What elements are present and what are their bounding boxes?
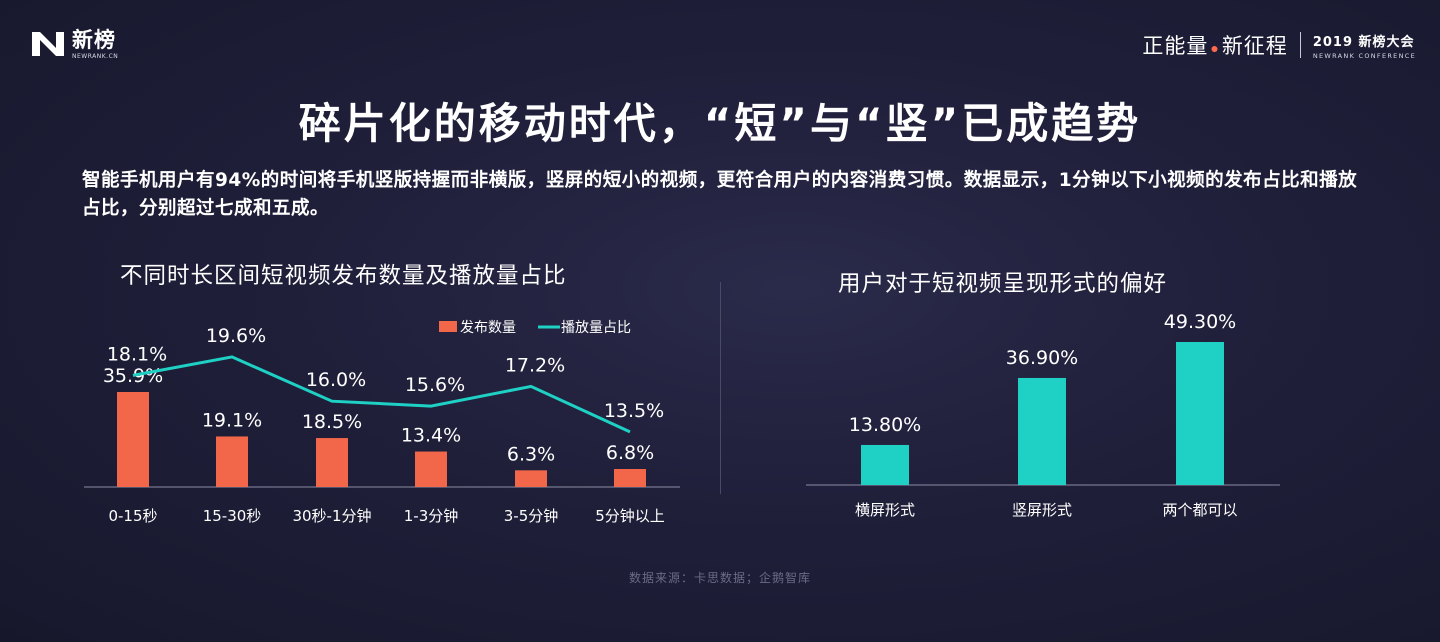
event-slogan: 正能量 ●新征程 xyxy=(1142,30,1287,60)
bar-3 xyxy=(316,438,348,487)
pref-bar-3 xyxy=(1176,342,1224,485)
bar-4 xyxy=(415,451,447,487)
chart2-svg: 13.80% 横屏形式 36.90% 竖屏形式 49.30% 两个都可以 xyxy=(806,311,1280,519)
pref-bar-label-3: 49.30% xyxy=(1164,311,1236,333)
pref-bar-1 xyxy=(861,444,909,485)
bar-label-3: 18.5% xyxy=(302,411,362,433)
bar-label-6: 6.8% xyxy=(606,442,654,464)
x-tick-4: 1-3分钟 xyxy=(404,507,459,525)
data-source: 数据来源：卡思数据；企鹅智库 xyxy=(628,571,811,585)
line-label-1: 18.1% xyxy=(107,343,167,365)
bar-6 xyxy=(614,469,646,487)
legend-swatch-bar xyxy=(439,321,457,332)
newrank-logo-icon xyxy=(32,32,64,56)
slogan-right: 新征程 xyxy=(1221,34,1288,58)
event-divider xyxy=(1299,32,1301,58)
bar-label-4: 13.4% xyxy=(401,425,461,447)
pref-bar-label-1: 13.80% xyxy=(849,414,921,436)
line-label-4: 15.6% xyxy=(405,374,465,396)
x-tick-1: 0-15秒 xyxy=(108,507,157,525)
event-name: 2019 新榜大会 xyxy=(1312,34,1415,50)
pref-bar-label-2: 36.90% xyxy=(1006,347,1078,369)
line-label-3: 16.0% xyxy=(306,369,366,391)
chart1-title: 不同时长区间短视频发布数量及播放量占比 xyxy=(120,263,567,289)
logo-subtitle: NEWRANK.CN xyxy=(72,53,119,60)
event-branding: 正能量 ●新征程 2019 新榜大会 NEWRANK CONFERENCE xyxy=(1142,30,1416,60)
x-tick-6: 5分钟以上 xyxy=(595,507,665,525)
pref-x-tick-1: 横屏形式 xyxy=(855,501,915,519)
chart-divider xyxy=(720,282,721,494)
bar-2 xyxy=(216,436,248,487)
line-label-2: 19.6% xyxy=(206,325,266,347)
x-tick-5: 3-5分钟 xyxy=(504,507,559,525)
bar-5 xyxy=(515,470,547,487)
chart1-svg: 35.9% 0-15秒 19.1% 15-30秒 18.5% 30秒-1分钟 13.4% 1-… xyxy=(84,320,680,525)
pref-bar-2 xyxy=(1018,377,1066,485)
x-tick-3: 30秒-1分钟 xyxy=(292,507,371,525)
chart2-title: 用户对于短视频呈现形式的偏好 xyxy=(838,271,1168,297)
slogan-left: 正能量 xyxy=(1142,34,1209,58)
pref-x-tick-2: 竖屏形式 xyxy=(1012,501,1072,519)
bar-label-2: 19.1% xyxy=(202,409,262,431)
pref-x-tick-3: 两个都可以 xyxy=(1162,501,1237,519)
line-label-6: 13.5% xyxy=(604,400,664,422)
legend-label-line: 播放量占比 xyxy=(561,320,631,336)
bar-label-1: 35.9% xyxy=(103,365,163,387)
bar-label-5: 6.3% xyxy=(507,443,555,465)
legend-label-bar: 发布数量 xyxy=(460,320,516,336)
line-label-5: 17.2% xyxy=(505,354,565,376)
event-subtitle: NEWRANK CONFERENCE xyxy=(1312,51,1416,60)
x-tick-2: 15-30秒 xyxy=(203,507,262,525)
slogan-dot-icon: ● xyxy=(1210,41,1220,57)
line-series xyxy=(132,355,631,434)
newrank-logo: 新榜 NEWRANK.CN xyxy=(30,28,118,60)
page-description: 智能手机用户有94%的时间将手机竖版持握而非横版，竖屏的短小的视频，更符合用户的… xyxy=(82,170,1358,219)
page-title: 碎片化的移动时代，“短”与“竖”已成趋势 xyxy=(298,99,1142,148)
logo-name: 新榜 xyxy=(72,28,116,52)
bar-1 xyxy=(117,392,149,487)
